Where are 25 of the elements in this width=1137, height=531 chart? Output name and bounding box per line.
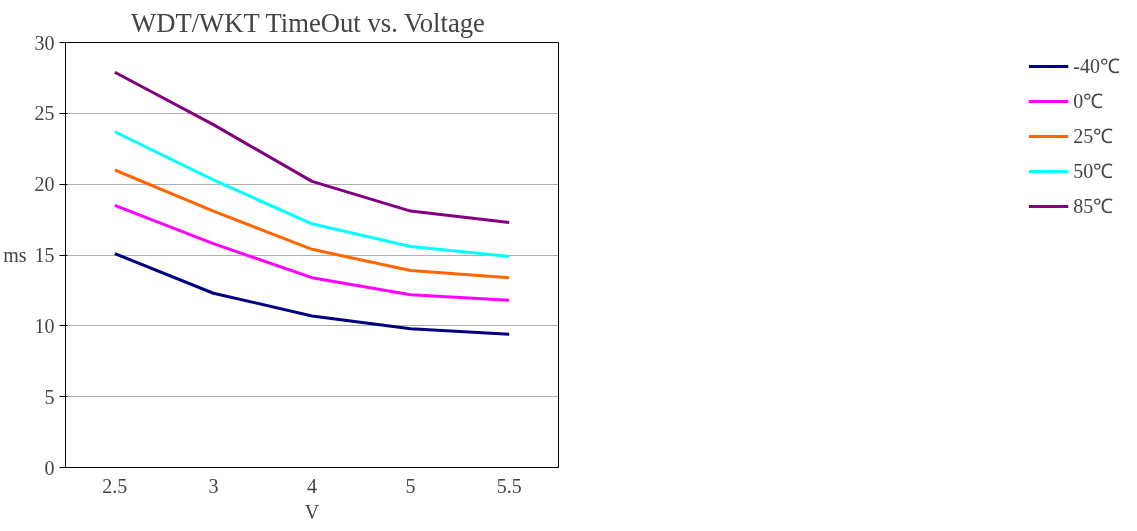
y-tick-label: 0 (44, 456, 55, 479)
legend-label: 25℃ (1073, 124, 1114, 149)
x-tick-label: 5 (405, 474, 416, 497)
y-tick-label: 30 (34, 31, 55, 54)
line-series (113, 130, 511, 258)
legend-label: 85℃ (1073, 194, 1114, 219)
y-tick-label: 15 (34, 244, 55, 266)
line-series (113, 168, 511, 280)
y-tick-label: 20 (34, 173, 55, 196)
y-tick-label: 10 (34, 314, 55, 337)
chart-title: WDT/WKT TimeOut vs. Voltage (130, 7, 485, 38)
x-axis-title: V (304, 500, 320, 523)
line-series (113, 203, 511, 302)
y-axis-title: ms (3, 244, 27, 266)
x-tick-label: 3 (208, 474, 219, 497)
legend-label: 50℃ (1073, 159, 1114, 184)
x-tick-label: 5.5 (496, 474, 522, 497)
x-tick-label: 4 (307, 474, 317, 497)
line-series (113, 70, 511, 224)
legend-label: 0℃ (1073, 89, 1104, 114)
y-tick-label: 25 (34, 102, 55, 125)
line-series (113, 252, 511, 336)
legend-label: -40℃ (1073, 54, 1120, 79)
x-tick-label: 2.5 (102, 474, 128, 497)
y-tick-label: 5 (44, 385, 55, 408)
